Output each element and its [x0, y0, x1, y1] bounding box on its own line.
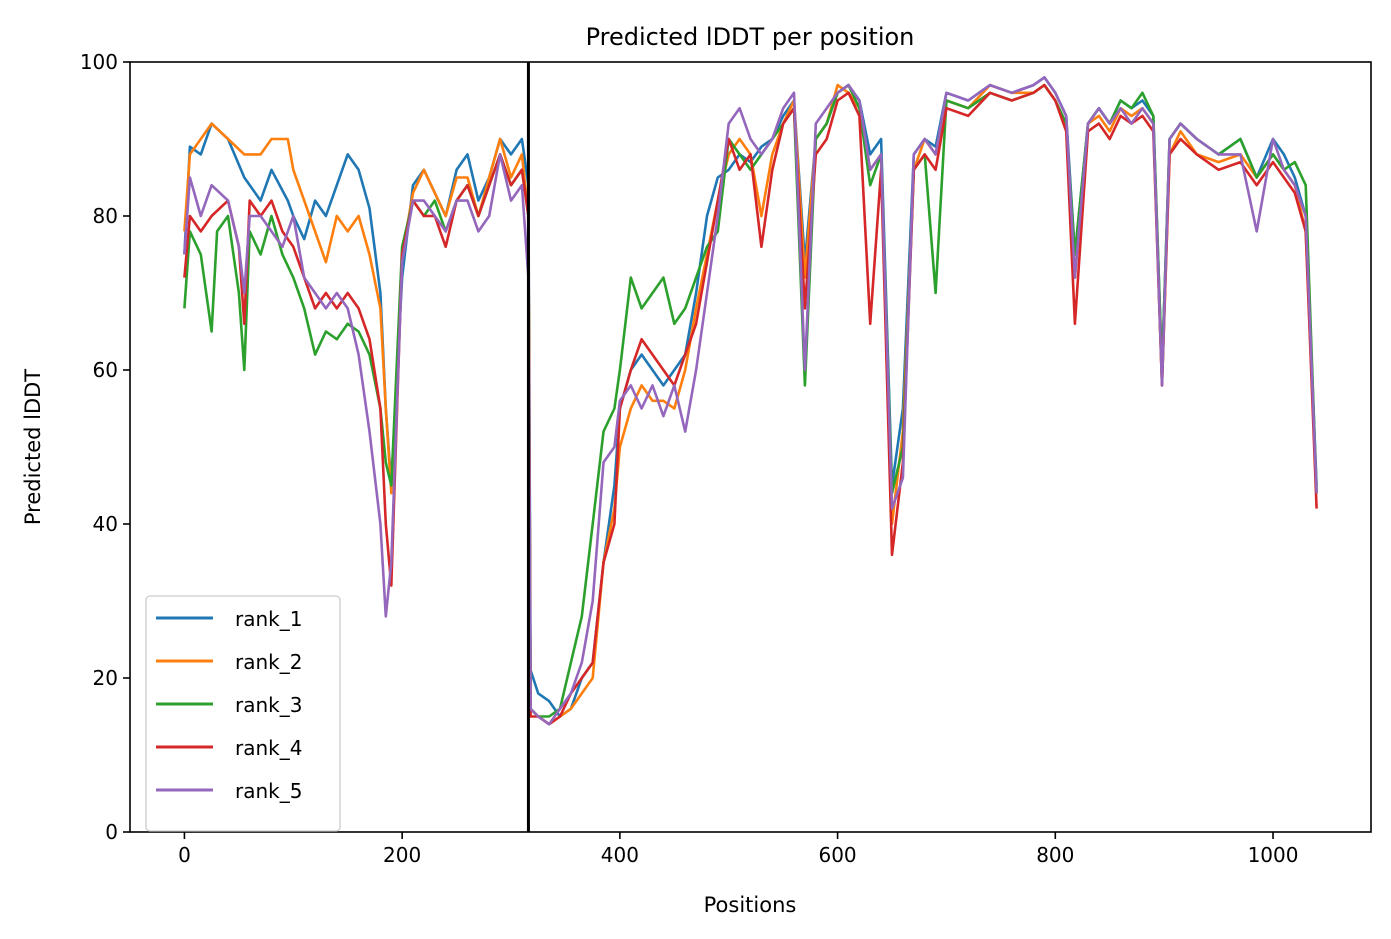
x-tick-label: 800	[1036, 843, 1074, 867]
legend-label-rank-3: rank_3	[235, 693, 302, 717]
chart-title: Predicted lDDT per position	[586, 23, 915, 51]
y-tick-label: 80	[93, 204, 118, 228]
legend-label-rank-5: rank_5	[235, 779, 302, 803]
x-tick-label: 0	[178, 843, 191, 867]
y-axis: 0 20 40 60 80 100	[80, 50, 130, 844]
series-layer	[183, 76, 1318, 726]
y-tick-label: 40	[93, 512, 118, 536]
x-tick-label: 200	[383, 843, 421, 867]
y-tick-label: 100	[80, 50, 118, 74]
series-line-rank-2	[183, 83, 1318, 726]
x-axis: 0 200 400 600 800 1000	[178, 832, 1298, 867]
y-axis-label: Predicted lDDT	[21, 369, 45, 525]
x-tick-label: 600	[818, 843, 856, 867]
series-line-rank-4	[183, 83, 1318, 726]
legend-label-rank-2: rank_2	[235, 650, 302, 674]
legend-label-rank-1: rank_1	[235, 607, 302, 631]
x-tick-label: 1000	[1248, 843, 1299, 867]
legend-box	[145, 595, 341, 832]
plot-frame	[129, 61, 1372, 833]
y-tick-label: 20	[93, 666, 118, 690]
legend-label-rank-4: rank_4	[235, 736, 302, 760]
x-tick-label: 400	[601, 843, 639, 867]
x-axis-label: Positions	[704, 893, 797, 917]
series-line-rank-5	[183, 76, 1318, 726]
legend: rank_1 rank_2 rank_3 rank_4 rank_5	[145, 595, 341, 832]
y-tick-label: 0	[105, 820, 118, 844]
y-tick-label: 60	[93, 358, 118, 382]
